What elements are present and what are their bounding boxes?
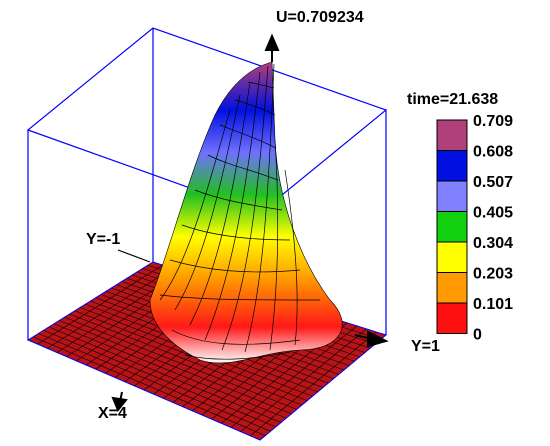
base-grid-line (37, 264, 163, 345)
peak-mesh-line (194, 189, 283, 211)
colorbar-tick-label: 0.101 (473, 296, 513, 313)
colorbar-tick-label: 0.203 (473, 266, 513, 283)
y-start-label: Y=-1 (86, 231, 120, 248)
colorbar-swatch (436, 150, 468, 182)
peak-mesh-line (184, 351, 291, 360)
x-end-label: X=4 (98, 405, 127, 422)
peak-mesh-line (159, 294, 321, 301)
peak-mesh-line (169, 259, 301, 273)
colorbar-tick-label: 0 (473, 327, 482, 344)
peak-mesh-line (159, 109, 231, 301)
peak-mesh-line (221, 65, 269, 351)
peak-mesh-line (189, 81, 251, 326)
colorbar-swatch (436, 272, 468, 304)
time-label: time=21.638 (407, 91, 498, 108)
peak-mesh-line (284, 169, 298, 346)
colorbar-swatch (436, 241, 468, 273)
colorbar-swatch (436, 302, 468, 334)
base-grid-line (240, 328, 367, 432)
u-axis-arrowhead (264, 33, 280, 51)
surface-peak-mesh (159, 63, 321, 360)
peak-mesh-line (269, 139, 279, 351)
peak-mesh-line (204, 71, 261, 341)
x-axis-arrowhead (111, 396, 128, 412)
peak-mesh-line (219, 124, 277, 149)
surface-peak-body (149, 61, 343, 364)
peak-mesh-line (171, 329, 301, 345)
colorbar-tick-label: 0.608 (473, 144, 513, 161)
peak-mesh-line (207, 154, 279, 181)
peak-mesh-line (247, 81, 275, 89)
colorbar-tick-label: 0.405 (473, 205, 513, 222)
colorbar-tick-label: 0.304 (473, 235, 513, 252)
base-grid-line (250, 331, 377, 437)
peak-mesh-line (181, 224, 291, 241)
y-axis-arrowhead (367, 330, 389, 348)
colorbar-swatch (436, 119, 468, 151)
colorbar-swatch (436, 211, 468, 243)
u-value-title: U=0.709234 (276, 9, 364, 26)
colorbar-tick-label: 0.709 (473, 113, 513, 130)
colorbar-swatch (436, 180, 468, 212)
colorbar: 0.709 0.608 0.507 0.405 0.304 0.203 0.101 0 (436, 113, 513, 344)
peak-mesh-line (174, 94, 241, 311)
base-grid-line (47, 267, 173, 349)
colorbar-tick-label: 0.507 (473, 174, 513, 191)
peak-mesh-line (234, 99, 276, 116)
y-end-label: Y=1 (411, 338, 440, 355)
y-start-pointer (117, 249, 151, 263)
base-grid-line (230, 325, 358, 428)
axis-arrows (111, 33, 389, 412)
